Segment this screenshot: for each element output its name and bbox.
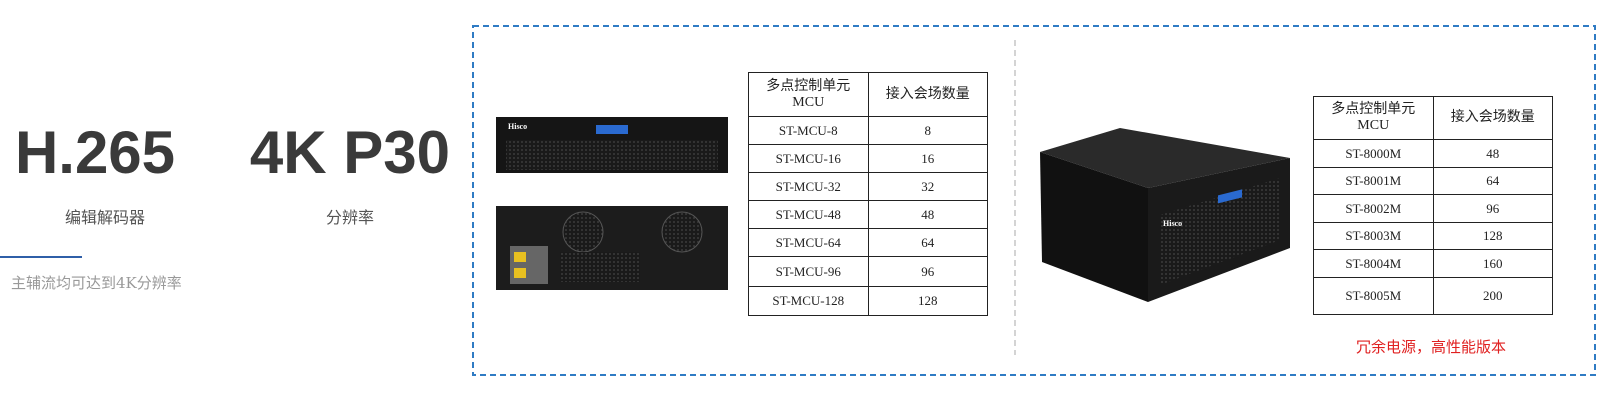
cell: ST-8001M (1313, 167, 1434, 195)
cell: ST-MCU-32 (748, 172, 869, 201)
cell: 8 (867, 116, 988, 145)
row: ST-8001M 64 (1313, 167, 1553, 195)
brand: Hisco (1163, 219, 1182, 228)
cell: ST-MCU-16 (748, 144, 869, 173)
stat-label: 编辑解码器 (64, 208, 145, 227)
header-cell: 接入会场数量 (867, 72, 988, 117)
cell: 128 (867, 286, 988, 316)
row: ST-8003M 128 (1313, 222, 1553, 250)
cell: 128 (1432, 222, 1553, 250)
cell: ST-8002M (1313, 194, 1434, 223)
device-front: Hisco (496, 117, 728, 173)
cell: 48 (1432, 139, 1553, 168)
cell: 200 (1432, 277, 1553, 315)
cell: 64 (867, 228, 988, 257)
cell: ST-8000M (1313, 139, 1434, 168)
cell: 96 (1432, 194, 1553, 223)
header-text: 接入会场数量 (885, 86, 970, 102)
row: ST-MCU-128 128 (748, 286, 988, 316)
stat-value: H.265 (14, 119, 176, 186)
device-iso: Hisco (1040, 128, 1290, 302)
cell: ST-8003M (1313, 222, 1434, 250)
header-text: MCU (1357, 118, 1390, 133)
row: ST-8005M 200 (1313, 277, 1553, 315)
device-back (496, 206, 728, 290)
stat-label: 分辨率 (325, 208, 374, 227)
table: 多点控制单元 MCU 接入会场数量 ST-MCU-8 8 ST-MCU-16 16 ST-MC… (748, 72, 988, 316)
header-cell: 接入会场数量 (1432, 96, 1553, 140)
header-cell: 多点控制单元 MCU (1313, 96, 1434, 140)
cell: 96 (867, 256, 988, 287)
stat-value: 4K P30 (249, 119, 451, 186)
cell: ST-8005M (1313, 277, 1434, 315)
row: ST-MCU-8 8 (748, 116, 988, 145)
table: 多点控制单元 MCU 接入会场数量 ST-8000M 48 ST-8001M 64 ST-80… (1313, 96, 1553, 315)
header-row: 多点控制单元 MCU 接入会场数量 (1313, 96, 1553, 140)
accent-line (0, 256, 82, 258)
row: ST-8000M 48 (1313, 139, 1553, 168)
header-row: 多点控制单元 MCU 接入会场数量 (748, 72, 988, 117)
header-text: 多点控制单元 (766, 78, 851, 94)
header-text: MCU (792, 94, 825, 110)
cell: 160 (1432, 249, 1553, 278)
header-cell: 多点控制单元 MCU (748, 72, 869, 117)
cell: 16 (867, 144, 988, 173)
cell: 64 (1432, 167, 1553, 195)
cell: ST-8004M (1313, 249, 1434, 278)
row: ST-8002M 96 (1313, 194, 1553, 223)
row: ST-MCU-16 16 (748, 144, 988, 173)
cell: ST-MCU-48 (748, 200, 869, 229)
cell: ST-MCU-96 (748, 256, 869, 287)
cell: 32 (867, 172, 988, 201)
row: ST-MCU-96 96 (748, 256, 988, 287)
cell: ST-MCU-8 (748, 116, 869, 145)
cell: 48 (867, 200, 988, 229)
caption: 冗余电源，高性能版本 (1356, 338, 1507, 356)
note: 主辅流均可达到4K分辨率 (11, 274, 182, 292)
row: ST-MCU-48 48 (748, 200, 988, 229)
row: ST-MCU-64 64 (748, 228, 988, 257)
row: ST-MCU-32 32 (748, 172, 988, 201)
header-text: 接入会场数量 (1450, 110, 1535, 125)
brand: Hisco (508, 122, 527, 131)
row: ST-8004M 160 (1313, 249, 1553, 278)
cell: ST-MCU-64 (748, 228, 869, 257)
dashed-frame (472, 25, 1596, 376)
header-text: 多点控制单元 (1331, 102, 1416, 117)
cell: ST-MCU-128 (748, 286, 869, 316)
